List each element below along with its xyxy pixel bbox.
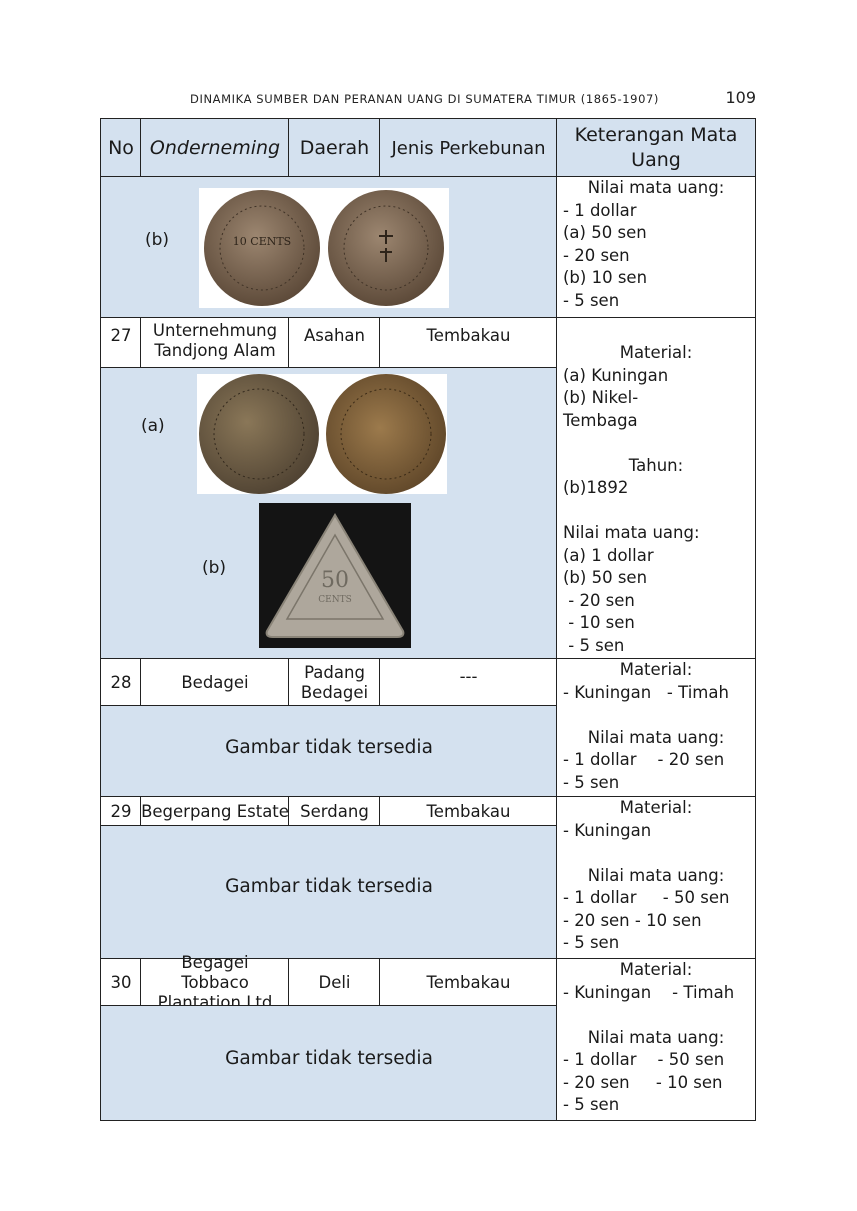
row-30-jenis: Tembakau: [379, 958, 558, 1007]
row-28-notes: Material: - Kuningan - Timah Nilai mata u…: [556, 658, 756, 798]
coin-photo: 10 CENTS: [199, 188, 449, 308]
image-unavailable-note: Gambar tidak tersedia: [225, 737, 433, 758]
coin-reverse-icon: [326, 374, 446, 494]
row-27-notes: Material: (a) Kuningan (b) Nikel- Tembaga…: [556, 317, 756, 660]
header-keterangan: Keterangan Mata Uang: [556, 118, 756, 178]
header-no: No: [100, 118, 142, 178]
row-30-no: 30: [100, 958, 142, 1007]
row-29-jenis: Tembakau: [379, 796, 558, 827]
coin-reverse-icon: [328, 190, 444, 306]
page-header: DINAMIKA SUMBER DAN PERANAN UANG DI SUMA…: [190, 88, 760, 110]
row-30-onderneming: Begagei Tobbaco Plantation Ltd: [140, 953, 290, 1012]
coin-obverse-icon: [199, 374, 319, 494]
running-title: DINAMIKA SUMBER DAN PERANAN UANG DI SUMA…: [190, 92, 659, 106]
row-29-onderneming: Begerpang Estate: [140, 796, 290, 827]
row-27-jenis: Tembakau: [379, 317, 558, 369]
svg-text:CENTS: CENTS: [318, 595, 352, 605]
triangle-coin-photo: 50 CENTS: [259, 503, 411, 648]
coin-obverse-icon: 10 CENTS: [204, 190, 320, 306]
row-27-onderneming: Unternehmung Tandjong Alam: [140, 317, 290, 369]
svg-text:50: 50: [321, 568, 349, 593]
coin-denomination-label: 10 CENTS: [233, 235, 291, 248]
header-jenis-perkebunan: Jenis Perkebunan: [379, 118, 558, 178]
image-unavailable-note: Gambar tidak tersedia: [225, 1048, 433, 1069]
row-29-image-cell: Gambar tidak tersedia: [100, 825, 558, 960]
row-28-jenis: ---: [379, 658, 558, 707]
page-number: 109: [725, 88, 756, 107]
row-27-daerah: Asahan: [288, 317, 381, 369]
header-onderneming: Onderneming: [140, 118, 290, 178]
row-28-onderneming: Bedagei: [140, 658, 290, 707]
row-27-no: 27: [100, 317, 142, 369]
prev-row-notes: Nilai mata uang: - 1 dollar (a) 50 sen - …: [556, 176, 756, 319]
image-label-a: (a): [141, 416, 165, 436]
row-28-no: 28: [100, 658, 142, 707]
image-unavailable-note: Gambar tidak tersedia: [225, 876, 433, 897]
coin-photo-a: [197, 374, 447, 494]
coin-table: No Onderneming Daerah Jenis Perkebunan K…: [100, 118, 756, 1121]
row-28-daerah: Padang Bedagei: [288, 658, 381, 707]
row-30-image-cell: Gambar tidak tersedia: [100, 1005, 558, 1121]
row-29-no: 29: [100, 796, 142, 827]
image-label-b: (b): [145, 230, 170, 250]
prev-row-image-cell: (b) 10 CENTS: [100, 176, 558, 319]
triangle-coin-icon: [265, 513, 405, 638]
row-29-notes: Material: - Kuningan Nilai mata uang: - 1 …: [556, 796, 756, 960]
image-label-b: (b): [202, 558, 227, 578]
row-30-daerah: Deli: [288, 958, 381, 1007]
row-29-daerah: Serdang: [288, 796, 381, 827]
row-27-image-cell: (a) (b) 50: [100, 367, 558, 660]
row-28-image-cell: Gambar tidak tersedia: [100, 705, 558, 798]
header-daerah: Daerah: [288, 118, 381, 178]
row-30-notes: Material: - Kuningan - Timah Nilai mata u…: [556, 958, 756, 1121]
